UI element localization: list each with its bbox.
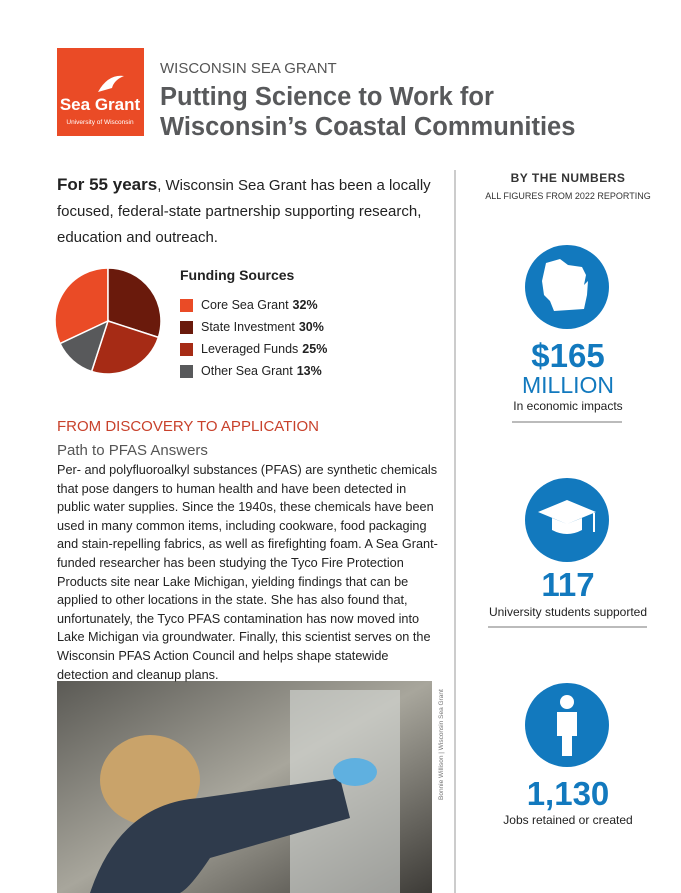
stat-value: $165 [531, 337, 605, 374]
stat-value: 1,130 [526, 775, 610, 812]
legend-label: Other Sea Grant [201, 364, 293, 378]
intro-text: , Wisconsin Sea Grant has been a locally… [57, 177, 431, 246]
title-line: Putting Science to Work for [160, 83, 494, 111]
icon-head [560, 695, 574, 709]
icon-cap [538, 500, 596, 534]
legend-title: Funding Sources [180, 267, 295, 283]
stat-unit: MILLION [521, 372, 615, 398]
sidebar-subtitle: ALL FIGURES FROM 2022 REPORTING [485, 191, 651, 201]
stat-label: Jobs retained or created [503, 813, 633, 827]
legend-item: State Investment 30% [180, 316, 327, 338]
pie-slice [59, 319, 110, 373]
section-body: Per- and polyfluoroalkyl substances (PFA… [57, 463, 438, 682]
sidebar-title: BY THE NUMBERS [510, 171, 626, 185]
legend-item: Other Sea Grant 13% [180, 360, 327, 382]
logo-bird [98, 75, 124, 92]
section-heading: FROM DISCOVERY TO APPLICATION [57, 418, 320, 435]
legend-value: 25% [302, 342, 328, 356]
legend-label: Core Sea Grant [201, 298, 289, 312]
legend-swatch [180, 320, 193, 334]
icon-wisconsin-map [542, 259, 588, 311]
logo-subtitle: University of Wisconsin [66, 119, 134, 126]
legend-value: 13% [296, 364, 322, 378]
kicker: WISCONSIN SEA GRANT [160, 60, 337, 77]
legend-value: 30% [298, 320, 324, 334]
photo-person [90, 778, 350, 893]
logo [57, 48, 144, 136]
pie-chart [54, 267, 162, 375]
title: Putting Science to Work for Wisconsin’s … [160, 82, 575, 142]
legend-swatch [180, 298, 193, 312]
photo-glove [333, 758, 377, 786]
icon-body [557, 712, 577, 756]
logo-name: Sea Grant [60, 95, 141, 114]
photo-credit: Bonnie Willison | Wisconsin Sea Grant [438, 689, 445, 800]
intro: For 55 years, Wisconsin Sea Grant has be… [57, 172, 437, 251]
pie-slice [54, 267, 109, 345]
legend: Core Sea Grant 32% State Investment 30% Leve… [180, 294, 327, 382]
legend-label: Leveraged Funds [201, 342, 299, 356]
legend-item: Leveraged Funds 25% [180, 338, 327, 360]
stat-value: 117 [541, 566, 595, 603]
stat-label: In economic impacts [513, 399, 623, 413]
legend-item: Core Sea Grant 32% [180, 294, 327, 316]
stat-label: University students supported [488, 605, 648, 619]
pie-slice [107, 267, 162, 339]
legend-label: State Investment [201, 320, 295, 334]
section-subheading: Path to PFAS Answers [57, 442, 208, 459]
legend-swatch [180, 342, 193, 356]
legend-swatch [180, 364, 193, 378]
intro-lead: For 55 years [57, 175, 158, 194]
title-line: Wisconsin’s Coastal Communities [160, 113, 576, 141]
pie-slice [90, 320, 160, 375]
legend-value: 32% [292, 298, 318, 312]
